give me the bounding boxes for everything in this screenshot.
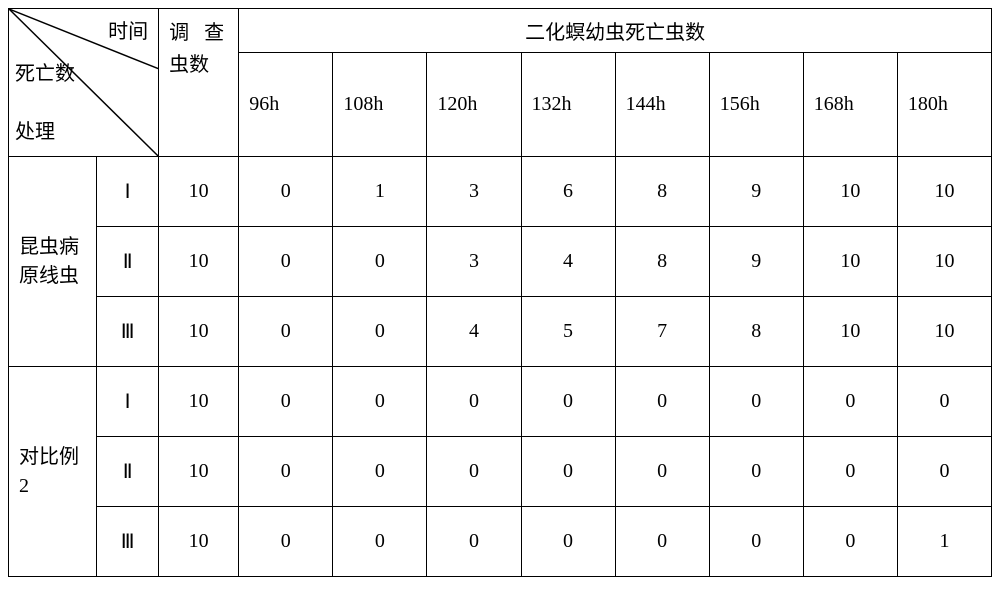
val-cell: 0 (239, 297, 333, 367)
table-row: Ⅱ 10 0 0 3 4 8 9 10 10 (9, 227, 992, 297)
val-cell: 9 (709, 157, 803, 227)
time-col-0: 96h (239, 53, 333, 157)
diag-label-time: 时间 (108, 15, 148, 44)
val-cell: 0 (615, 507, 709, 577)
val-cell: 10 (897, 297, 991, 367)
table-row: Ⅲ 10 0 0 4 5 7 8 10 10 (9, 297, 992, 367)
val-cell: 0 (239, 437, 333, 507)
rep-cell: Ⅲ (97, 507, 159, 577)
mortality-main-header: 二化螟幼虫死亡虫数 (239, 9, 992, 53)
val-cell: 0 (521, 437, 615, 507)
header-row-1: 时间 死亡数 处理 调 查 虫数 二化螟幼虫死亡虫数 (9, 9, 992, 53)
val-cell: 0 (333, 227, 427, 297)
val-cell: 0 (333, 367, 427, 437)
time-col-3: 132h (521, 53, 615, 157)
val-cell: 0 (615, 367, 709, 437)
time-col-2: 120h (427, 53, 521, 157)
val-cell: 10 (897, 157, 991, 227)
val-cell: 10 (803, 297, 897, 367)
val-cell: 8 (615, 157, 709, 227)
survey-count-header: 调 查 虫数 (159, 9, 239, 157)
survey-count-char3: 虫数 (169, 54, 209, 76)
val-cell: 0 (803, 367, 897, 437)
val-cell: 1 (897, 507, 991, 577)
val-cell: 9 (709, 227, 803, 297)
n-cell: 10 (159, 297, 239, 367)
val-cell: 5 (521, 297, 615, 367)
val-cell: 10 (803, 227, 897, 297)
rep-cell: Ⅱ (97, 437, 159, 507)
diag-label-treatment: 处理 (15, 115, 55, 144)
table-row: 昆虫病 原线虫 Ⅰ 10 0 1 3 6 8 9 10 10 (9, 157, 992, 227)
diag-label-deaths: 死亡数 (15, 57, 75, 86)
val-cell: 3 (427, 157, 521, 227)
val-cell: 7 (615, 297, 709, 367)
val-cell: 0 (521, 507, 615, 577)
val-cell: 0 (239, 157, 333, 227)
group-label-0: 昆虫病 原线虫 (9, 157, 97, 367)
group-label-1: 对比例 2 (9, 367, 97, 577)
time-col-4: 144h (615, 53, 709, 157)
val-cell: 0 (709, 367, 803, 437)
val-cell: 0 (239, 507, 333, 577)
val-cell: 10 (897, 227, 991, 297)
val-cell: 0 (709, 507, 803, 577)
val-cell: 0 (333, 297, 427, 367)
rep-cell: Ⅰ (97, 367, 159, 437)
group-label-0-text: 昆虫病 原线虫 (19, 236, 79, 287)
time-col-7: 180h (897, 53, 991, 157)
diagonal-header-cell: 时间 死亡数 处理 (9, 9, 159, 157)
val-cell: 6 (521, 157, 615, 227)
val-cell: 8 (709, 297, 803, 367)
val-cell: 4 (521, 227, 615, 297)
time-col-5: 156h (709, 53, 803, 157)
val-cell: 0 (239, 227, 333, 297)
mortality-table: 时间 死亡数 处理 调 查 虫数 二化螟幼虫死亡虫数 96h 108h 120h… (8, 8, 992, 577)
rep-cell: Ⅱ (97, 227, 159, 297)
val-cell: 0 (897, 367, 991, 437)
n-cell: 10 (159, 227, 239, 297)
survey-count-char1: 调 (169, 22, 189, 44)
n-cell: 10 (159, 157, 239, 227)
val-cell: 0 (803, 437, 897, 507)
val-cell: 10 (803, 157, 897, 227)
val-cell: 0 (427, 507, 521, 577)
val-cell: 0 (615, 437, 709, 507)
val-cell: 8 (615, 227, 709, 297)
val-cell: 0 (333, 507, 427, 577)
group-label-1-text: 对比例 2 (19, 446, 79, 497)
val-cell: 0 (897, 437, 991, 507)
val-cell: 0 (709, 437, 803, 507)
n-cell: 10 (159, 507, 239, 577)
rep-cell: Ⅲ (97, 297, 159, 367)
n-cell: 10 (159, 437, 239, 507)
table-row: 对比例 2 Ⅰ 10 0 0 0 0 0 0 0 0 (9, 367, 992, 437)
val-cell: 0 (521, 367, 615, 437)
val-cell: 0 (427, 367, 521, 437)
val-cell: 0 (333, 437, 427, 507)
n-cell: 10 (159, 367, 239, 437)
time-col-1: 108h (333, 53, 427, 157)
val-cell: 4 (427, 297, 521, 367)
table-row: Ⅱ 10 0 0 0 0 0 0 0 0 (9, 437, 992, 507)
table-row: Ⅲ 10 0 0 0 0 0 0 0 1 (9, 507, 992, 577)
survey-count-char2: 查 (204, 22, 224, 44)
val-cell: 0 (803, 507, 897, 577)
rep-cell: Ⅰ (97, 157, 159, 227)
val-cell: 0 (427, 437, 521, 507)
time-col-6: 168h (803, 53, 897, 157)
val-cell: 0 (239, 367, 333, 437)
val-cell: 3 (427, 227, 521, 297)
val-cell: 1 (333, 157, 427, 227)
